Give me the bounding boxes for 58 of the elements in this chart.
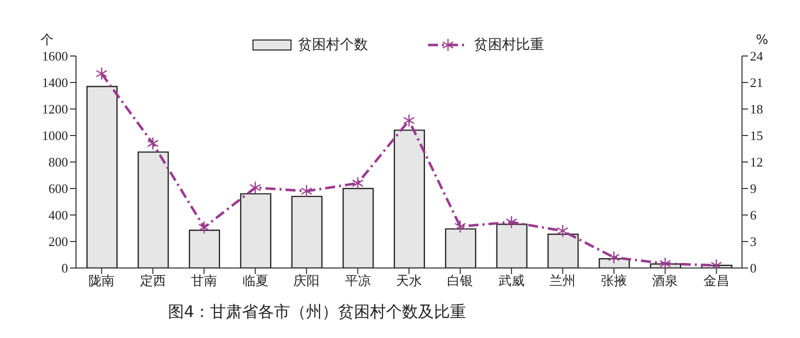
y2-tick-label: 18 (750, 102, 763, 117)
y2-axis-title: % (756, 33, 768, 48)
legend-label: 贫困村比重 (474, 36, 544, 54)
y2-tick-label: 21 (750, 75, 763, 90)
y-tick-label: 0 (62, 260, 68, 276)
y-tick-label: 800 (48, 154, 68, 170)
bar (240, 193, 272, 268)
bar (342, 188, 374, 268)
text: 图4：甘肃省各市（州）贫困村个数及比重 (168, 302, 468, 323)
y2-tick-label: 6 (750, 208, 757, 223)
point (454, 220, 466, 234)
point (250, 181, 262, 194)
y-tick-label: 1000 (42, 128, 68, 144)
y2-tick-label: 3 (750, 234, 756, 250)
legend-label: 贫困村个数 (298, 36, 368, 54)
x-tick-label: 金昌 (703, 274, 730, 290)
y-tick-label: 400 (48, 208, 68, 223)
y-tick-label: 600 (48, 181, 68, 196)
bar (445, 228, 476, 268)
point (198, 220, 210, 234)
y-tick-label: 1200 (42, 102, 68, 117)
y-axis-title: 个 (40, 33, 54, 48)
x-tick-label: 酒泉 (652, 274, 678, 290)
y2-tick-label: 15 (750, 128, 763, 144)
y2-tick-label: 24 (750, 48, 764, 64)
y2-tick-label: 0 (750, 260, 756, 276)
x-tick-label: 陇南 (88, 274, 115, 290)
point (300, 184, 312, 198)
bar (547, 234, 579, 268)
x-tick-label: 定西 (140, 274, 166, 290)
x-tick-label: 天水 (396, 274, 422, 290)
x-tick-label: 兰州 (550, 274, 576, 290)
y2-tick-label: 12 (750, 154, 763, 170)
point (659, 256, 671, 268)
bar (394, 130, 425, 268)
bar (188, 230, 220, 268)
y-tick-label: 1400 (42, 75, 68, 90)
point (403, 114, 415, 128)
bar (86, 86, 118, 268)
x-tick-label: 临夏 (242, 274, 268, 290)
x-tick-label: 甘南 (191, 274, 218, 290)
bar (496, 224, 528, 268)
x-tick-label: 庆阳 (294, 274, 320, 290)
x-tick-label: 武威 (498, 274, 524, 290)
bar (138, 151, 169, 268)
point (96, 67, 108, 80)
point (608, 250, 620, 264)
y-tick-label: 200 (48, 234, 68, 250)
x-tick-label: 白银 (447, 274, 474, 290)
y2-tick-label: 9 (750, 181, 756, 196)
y-tick-label: 1600 (42, 48, 68, 64)
point (147, 136, 159, 150)
point (352, 176, 364, 190)
x-tick-label: 张掖 (600, 274, 627, 290)
x-tick-label: 平凉 (344, 274, 371, 290)
bar (291, 196, 323, 268)
point (556, 224, 568, 238)
point (506, 215, 518, 229)
